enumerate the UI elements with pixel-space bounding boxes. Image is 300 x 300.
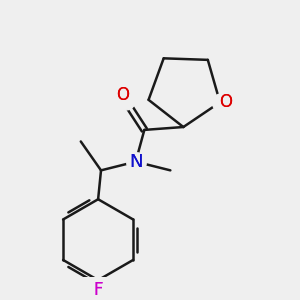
Text: O: O xyxy=(116,86,129,104)
Text: O: O xyxy=(219,93,232,111)
Text: F: F xyxy=(93,281,103,299)
Text: O: O xyxy=(219,93,232,111)
Text: N: N xyxy=(129,153,142,171)
Text: F: F xyxy=(93,281,103,299)
Text: O: O xyxy=(116,86,129,104)
Text: N: N xyxy=(129,153,142,171)
